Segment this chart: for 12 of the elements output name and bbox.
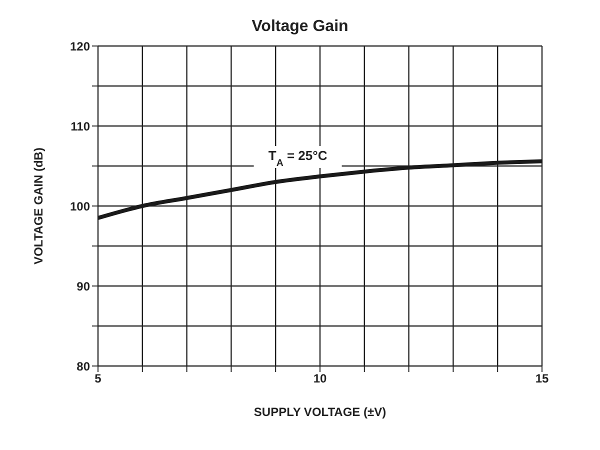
annotation: T$_{A}$ = 25°C <box>268 148 328 168</box>
x-tick-label: 15 <box>535 372 549 386</box>
x-tick-label: 5 <box>94 372 102 386</box>
y-tick-label: 80 <box>76 359 90 374</box>
y-tick-label: 120 <box>70 39 90 54</box>
y-tick-label: 90 <box>76 279 90 294</box>
x-axis-title: SUPPLY VOLTAGE (±V) <box>254 405 386 419</box>
y-tick-label: 100 <box>70 199 90 214</box>
y-tick-label: 110 <box>70 119 90 134</box>
y-axis-title: VOLTAGE GAIN (dB) <box>31 148 46 264</box>
x-tick-label: 10 <box>313 372 327 386</box>
chart-title: Voltage Gain <box>250 17 350 36</box>
